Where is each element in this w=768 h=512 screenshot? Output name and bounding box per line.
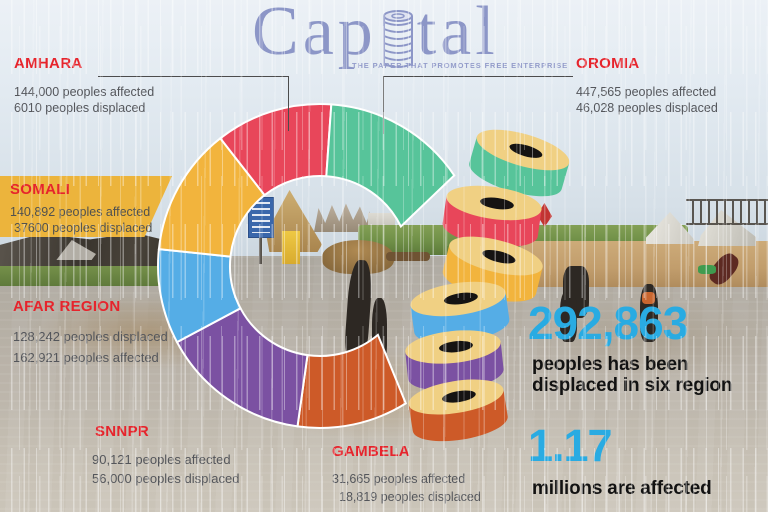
- region-displaced: 6010 peoples displaced: [14, 101, 146, 115]
- leader-line-oromia: [383, 76, 384, 134]
- person-orange-shirt: [642, 292, 655, 304]
- coin-oromia: [442, 185, 542, 247]
- coin-snnpr: [405, 330, 504, 391]
- coin-stack-i-icon: [382, 10, 413, 68]
- coin-afar-region: [410, 281, 510, 343]
- leader-line-amhara: [288, 76, 289, 131]
- region-name: SOMALI: [10, 181, 71, 198]
- log-shape: [386, 252, 430, 261]
- total-affected-caption: millions are affected: [532, 478, 712, 499]
- total-affected-value: 1.17: [528, 420, 613, 471]
- region-displaced: 46,028 peoples displaced: [576, 101, 718, 115]
- yellow-panel-shape: [282, 231, 300, 264]
- region-name: GAMBELA: [332, 443, 410, 460]
- coin-amhara: [469, 129, 570, 197]
- total-displaced-value: 292,863: [528, 297, 688, 349]
- region-displaced: 128,242 peoples displaced: [13, 329, 168, 344]
- sign-pole: [259, 238, 262, 264]
- region-callout-oromia: OROMIA 447,565 peoples affected 46,028 p…: [576, 55, 718, 116]
- leader-line-amhara: [98, 76, 288, 77]
- capital-masthead: Cap tal THE PAPER THAT PROMOTES FREE ENT…: [234, 0, 574, 84]
- coin-gambela: [408, 379, 508, 442]
- capital-logo-word: Cap tal: [252, 0, 499, 72]
- region-affected: 162,921 peoples affected: [13, 350, 159, 365]
- region-displaced: 37600 peoples displaced: [14, 221, 153, 235]
- person-silhouette: [560, 290, 577, 342]
- region-callout-gambela: GAMBELA 31,665 peoples affected 18,819 p…: [332, 443, 481, 506]
- region-affected: 31,665 peoples affected: [332, 472, 466, 486]
- somali-highlight-box: [0, 176, 172, 237]
- logo-tagline: THE PAPER THAT PROMOTES FREE ENTERPRISE: [352, 61, 569, 70]
- region-name: OROMIA: [576, 55, 640, 72]
- region-affected: 144,000 peoples affected: [14, 85, 155, 99]
- caption-line: peoples has been: [532, 354, 689, 375]
- green-basin-shape: [698, 265, 716, 274]
- region-callout-somali: SOMALI 140,892 peoples affected 37600 pe…: [10, 181, 152, 236]
- region-name: SNNPR: [95, 423, 150, 440]
- region-affected: 447,565 peoples affected: [576, 85, 717, 99]
- region-callout-snnpr: SNNPR 90,121 peoples affected 56,000 peo…: [92, 423, 239, 488]
- region-callout-afar: AFAR REGION 128,242 peoples displaced 16…: [13, 298, 168, 368]
- region-displaced: 56,000 peoples displaced: [92, 471, 240, 486]
- region-callout-amhara: AMHARA 144,000 peoples affected 6010 peo…: [14, 55, 154, 116]
- bridge-structure-shape: [686, 199, 768, 225]
- caption-line: displaced in six region: [532, 375, 733, 396]
- total-displaced-caption: peoples has been displaced in six region: [532, 354, 732, 396]
- region-name: AFAR REGION: [13, 298, 121, 315]
- donut-segment-oromia: [325, 103, 456, 229]
- logo-text-cap: Cap: [252, 0, 377, 70]
- region-affected: 140,892 peoples affected: [10, 205, 151, 219]
- region-displaced: 18,819 peoples displaced: [339, 490, 481, 504]
- logo-text-tal: tal: [416, 0, 499, 70]
- leader-line-oromia: [383, 76, 573, 77]
- region-affected: 90,121 peoples affected: [92, 452, 231, 467]
- donut-segment-gambela: [296, 333, 408, 429]
- region-name: AMHARA: [14, 55, 83, 72]
